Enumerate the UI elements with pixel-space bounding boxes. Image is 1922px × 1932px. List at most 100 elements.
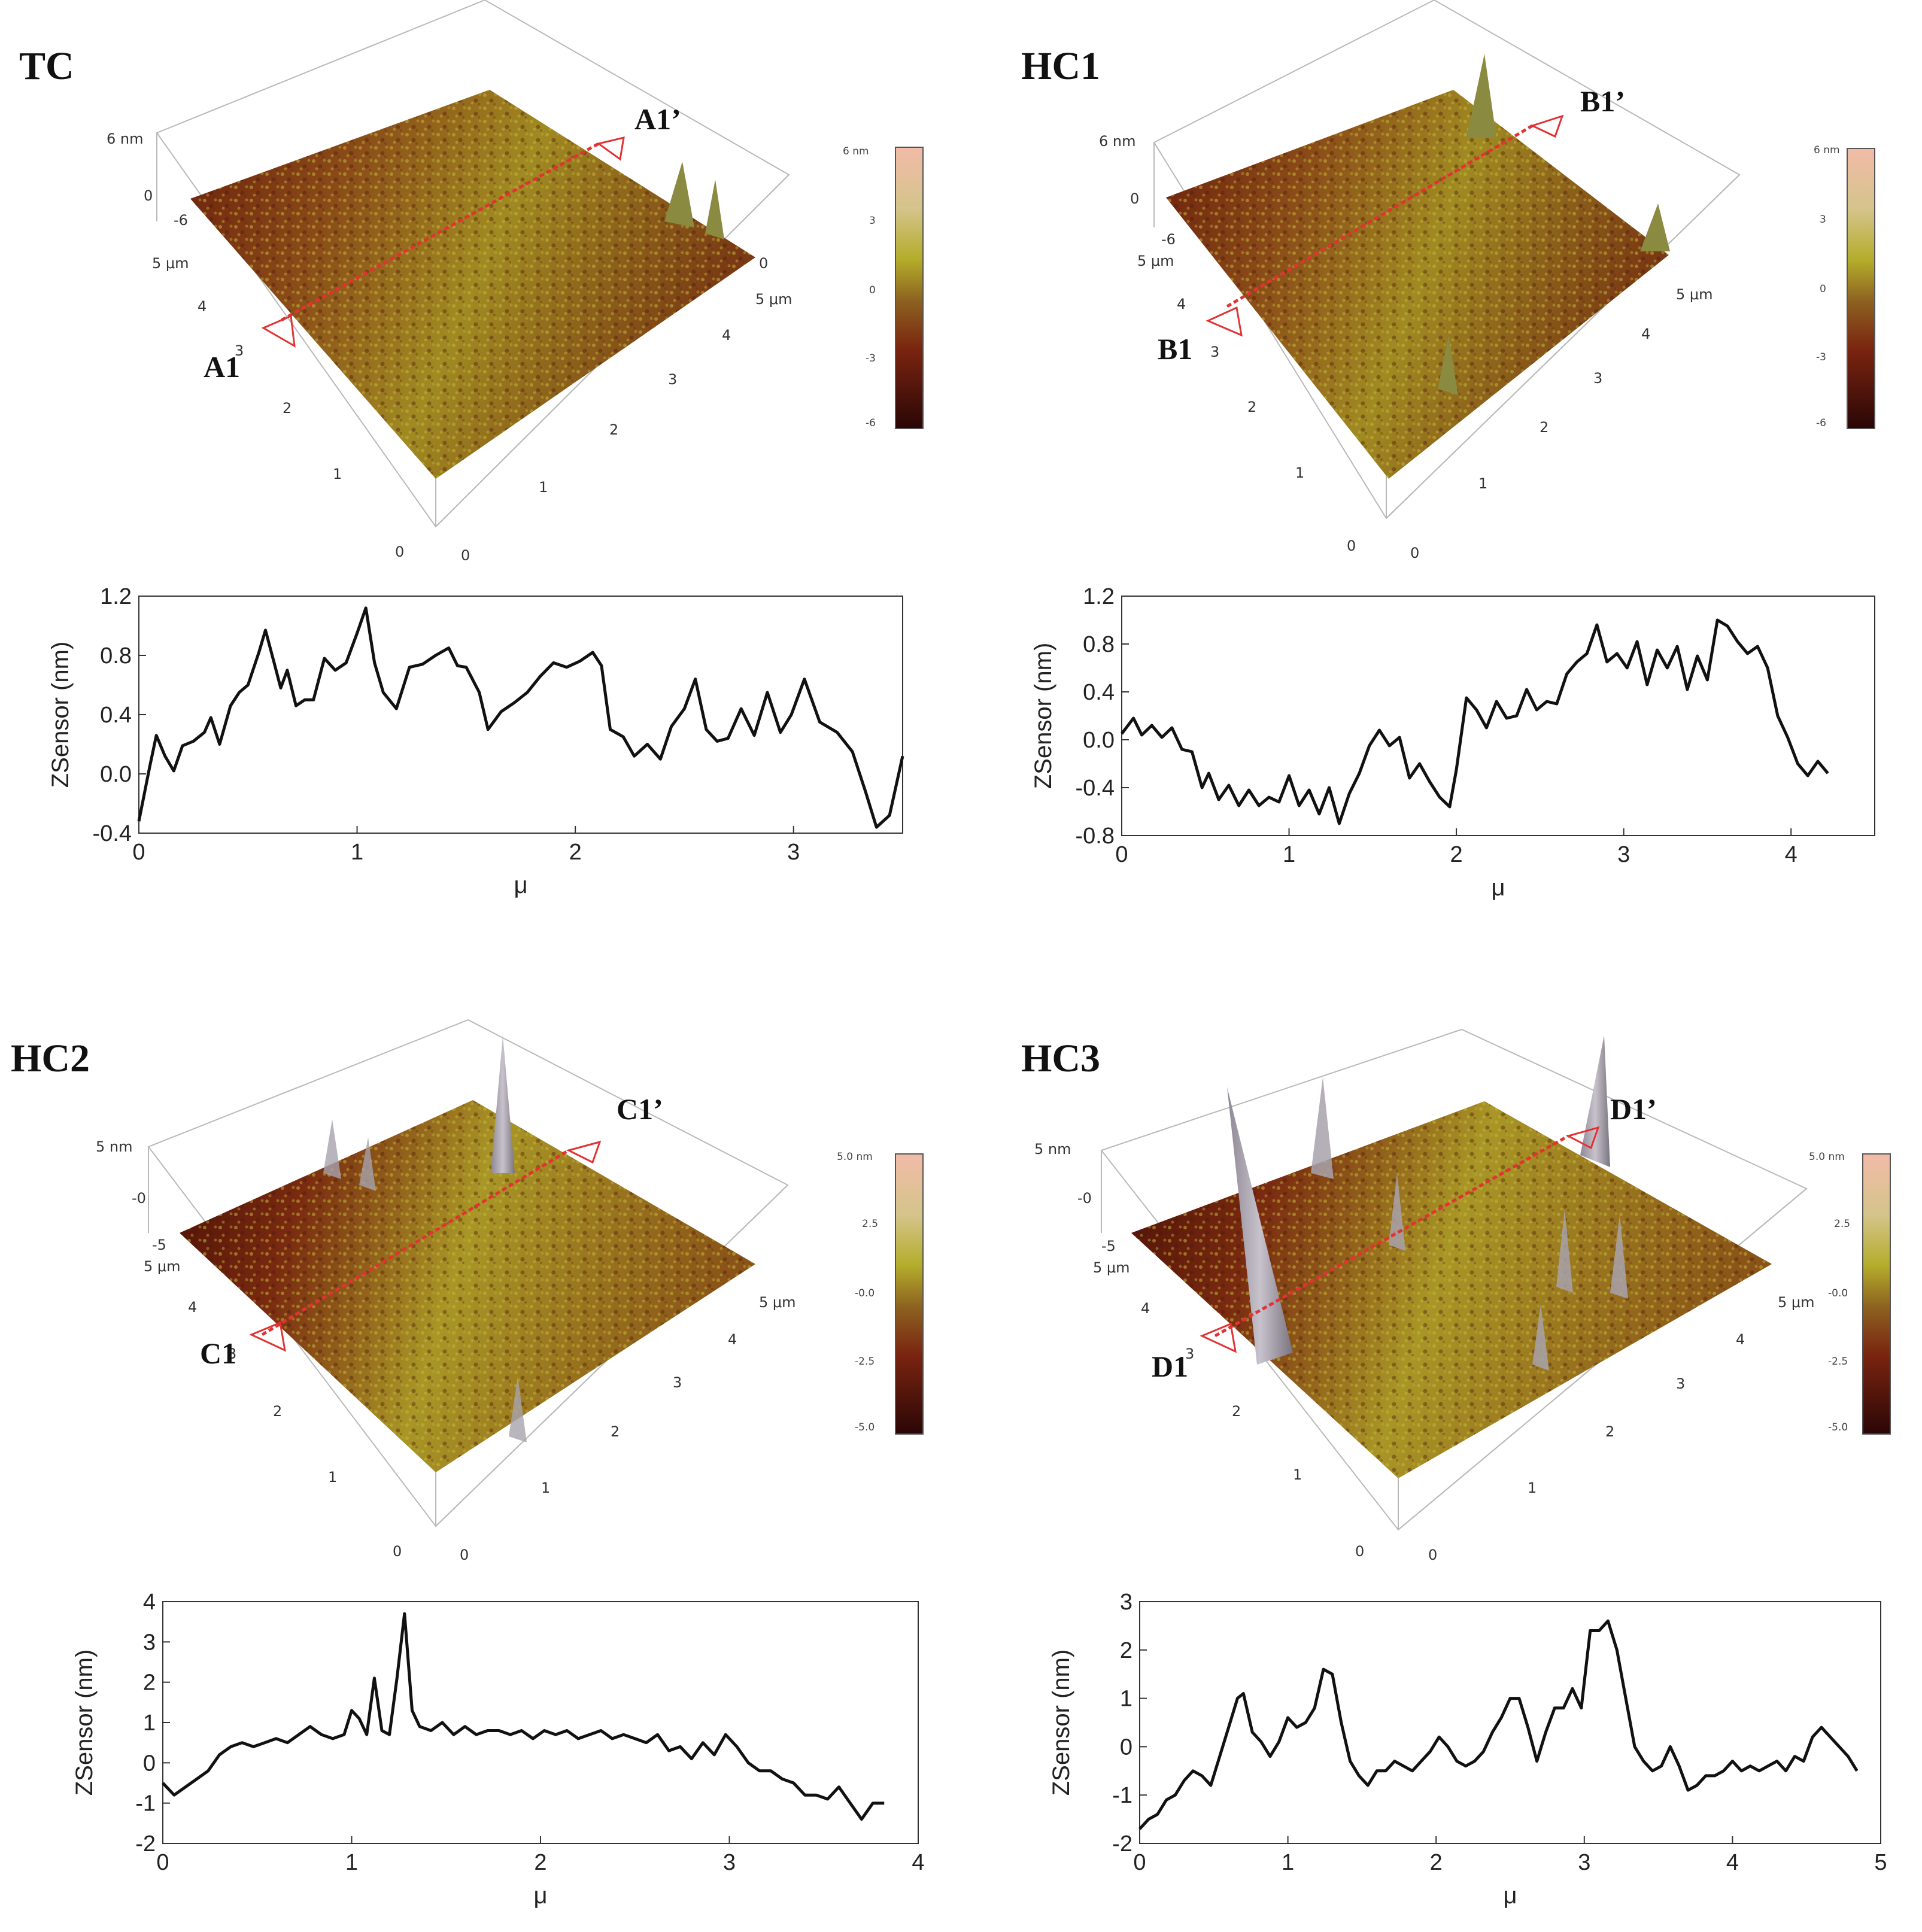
y-axis-label: ZSensor (nm) bbox=[47, 642, 74, 788]
x-axis-label: μ bbox=[514, 872, 527, 898]
y-tick: 1 bbox=[1295, 464, 1304, 481]
colorbar: 6 nm 3 0 -3 -6 bbox=[843, 145, 924, 429]
section-start-label: D1 bbox=[1152, 1350, 1188, 1383]
afm-3d-surface: 5 nm -0 -5 0 1 2 3 4 5 μm 0 1 2 3 4 5 μm… bbox=[96, 1019, 796, 1563]
colorbar-tick: 2.5 bbox=[1834, 1218, 1850, 1230]
x-tick-label: 5 bbox=[1874, 1850, 1887, 1875]
y-tick: 3 bbox=[1210, 344, 1219, 360]
profile-chart-hc3: -2 -1 0 1 2 3 0 1 2 3 4 5 μ ZSensor (nm) bbox=[1048, 1590, 1887, 1909]
y-tick-label: 3 bbox=[1120, 1590, 1132, 1615]
x-tick: 2 bbox=[611, 1423, 620, 1440]
x-axis-zero: 0 bbox=[759, 255, 768, 272]
z-tick: -0 bbox=[132, 1190, 146, 1207]
x-tick-label: 1 bbox=[1282, 1850, 1294, 1875]
y-tick: 4 bbox=[1177, 296, 1186, 312]
section-start-label: A1 bbox=[204, 350, 240, 384]
colorbar-tick: -3 bbox=[1816, 351, 1826, 363]
x-tick-label: 2 bbox=[1430, 1850, 1443, 1875]
x-tick-label: 0 bbox=[1115, 842, 1128, 867]
x-tick: 2 bbox=[1540, 419, 1548, 436]
x-tick-label: 3 bbox=[1578, 1850, 1590, 1875]
afm-3d-surface: 6 nm 0 -6 0 1 2 3 4 5 μm 0 1 2 3 4 5 μm … bbox=[1099, 0, 1741, 561]
z-tick: 0 bbox=[1130, 190, 1139, 207]
colorbar-tick: -0.0 bbox=[855, 1287, 875, 1299]
y-tick: 1 bbox=[333, 466, 342, 482]
x-tick-label: 1 bbox=[345, 1850, 358, 1875]
x-axis-label: μ bbox=[1491, 874, 1505, 901]
plot-frame bbox=[1139, 1601, 1881, 1844]
z-tick: -0 bbox=[1077, 1190, 1092, 1207]
panel-title: HC1 bbox=[1021, 44, 1100, 88]
colorbar-tick: 6 nm bbox=[843, 145, 869, 157]
panel-hc3: HC3 5 nm -0 -5 0 1 2 3 4 5 μm 0 1 2 3 4 … bbox=[1021, 1028, 1891, 1563]
series-line bbox=[162, 1612, 885, 1821]
y-tick-label: -1 bbox=[135, 1791, 156, 1816]
x-tick-label: 4 bbox=[912, 1850, 924, 1875]
y-tick-label: 1 bbox=[143, 1711, 156, 1736]
y-tick: 3 bbox=[235, 342, 244, 359]
section-end-label: B1’ bbox=[1580, 84, 1625, 118]
y-tick: 2 bbox=[1247, 399, 1256, 415]
z-tick: 0 bbox=[144, 187, 153, 204]
panel-title: HC3 bbox=[1021, 1037, 1100, 1080]
colorbar: 6 nm 3 0 -3 -6 bbox=[1814, 144, 1875, 429]
colorbar-tick: 3 bbox=[1820, 214, 1826, 226]
x-tick: 5 μm bbox=[755, 291, 793, 308]
colorbar-tick: 5.0 nm bbox=[1809, 1151, 1845, 1163]
colorbar-tick: 6 nm bbox=[1814, 144, 1840, 156]
panel-hc2: HC2 5 nm -0 -5 0 1 2 3 4 5 μm 0 1 2 3 4 … bbox=[11, 1019, 924, 1563]
colorbar-tick: -5.0 bbox=[855, 1421, 875, 1433]
y-tick: 0 bbox=[393, 1543, 402, 1560]
colorbar-tick: -5.0 bbox=[1828, 1421, 1848, 1433]
x-tick: 4 bbox=[1736, 1331, 1745, 1348]
afm-3d-surface: 5 nm -0 -5 0 1 2 3 4 5 μm 0 1 2 3 4 5 μm… bbox=[1034, 1028, 1815, 1563]
y-tick: 4 bbox=[1141, 1300, 1150, 1317]
x-tick: 4 bbox=[1641, 326, 1650, 342]
y-tick: 2 bbox=[283, 400, 292, 417]
plot-frame bbox=[162, 1601, 919, 1844]
z-tick: 5 nm bbox=[1034, 1141, 1071, 1158]
z-tick: -5 bbox=[1101, 1238, 1116, 1254]
section-end-label: C1’ bbox=[617, 1092, 663, 1126]
x-tick-label: 4 bbox=[1785, 842, 1797, 867]
section-end-label: A1’ bbox=[634, 102, 681, 136]
y-tick-label: 0.8 bbox=[100, 643, 132, 669]
x-tick-label: 3 bbox=[723, 1850, 736, 1875]
y-tick-label: -0.8 bbox=[1076, 824, 1115, 849]
y-tick-label: 1.2 bbox=[100, 584, 132, 609]
x-tick: 1 bbox=[1478, 475, 1487, 492]
y-tick-label: -0.4 bbox=[1076, 776, 1115, 801]
x-tick: 5 μm bbox=[1676, 286, 1713, 303]
x-tick: 2 bbox=[1605, 1423, 1614, 1440]
x-tick-label: 0 bbox=[156, 1850, 169, 1875]
x-tick: 1 bbox=[1528, 1480, 1537, 1496]
y-tick-label: 2 bbox=[143, 1670, 156, 1696]
x-tick-label: 1 bbox=[1283, 842, 1295, 867]
x-tick-label: 2 bbox=[534, 1850, 546, 1875]
z-tick: -5 bbox=[152, 1237, 166, 1253]
afm-3d-surface: 6 nm 0 -6 0 1 2 3 4 5 μm 0 1 2 3 4 5 μm … bbox=[107, 0, 793, 564]
colorbar-tick: -0.0 bbox=[1828, 1287, 1848, 1299]
x-tick: 0 bbox=[460, 1547, 469, 1563]
y-tick-label: 1 bbox=[1120, 1687, 1132, 1712]
colorbar-tick: 2.5 bbox=[862, 1218, 878, 1230]
y-tick: 5 μm bbox=[1093, 1259, 1130, 1276]
x-tick-label: 0 bbox=[1133, 1850, 1146, 1875]
x-axis-label: μ bbox=[533, 1882, 547, 1909]
y-tick-label: 0 bbox=[143, 1751, 156, 1776]
x-tick: 2 bbox=[609, 421, 618, 438]
panel-hc1: HC1 6 nm 0 -6 0 1 2 3 4 5 μm 0 1 2 3 4 5… bbox=[1021, 0, 1875, 561]
y-tick: 1 bbox=[1293, 1466, 1302, 1483]
x-tick: 5 μm bbox=[759, 1294, 796, 1311]
colorbar-tick: -2.5 bbox=[855, 1356, 875, 1368]
y-tick-label: -1 bbox=[1112, 1783, 1132, 1808]
colorbar-tick: 5.0 nm bbox=[837, 1151, 873, 1163]
x-tick-label: 2 bbox=[569, 840, 582, 865]
y-tick-label: 0.4 bbox=[100, 703, 132, 728]
y-tick: 0 bbox=[1347, 537, 1356, 554]
profile-chart-hc1: -0.8 -0.4 0.0 0.4 0.8 1.2 0 1 2 3 4 μ ZSensor (nm) bbox=[1030, 584, 1875, 901]
y-tick: 0 bbox=[395, 543, 404, 560]
x-tick-label: 0 bbox=[132, 840, 145, 865]
x-tick: 4 bbox=[722, 327, 731, 344]
y-tick-label: 1.2 bbox=[1083, 584, 1115, 609]
